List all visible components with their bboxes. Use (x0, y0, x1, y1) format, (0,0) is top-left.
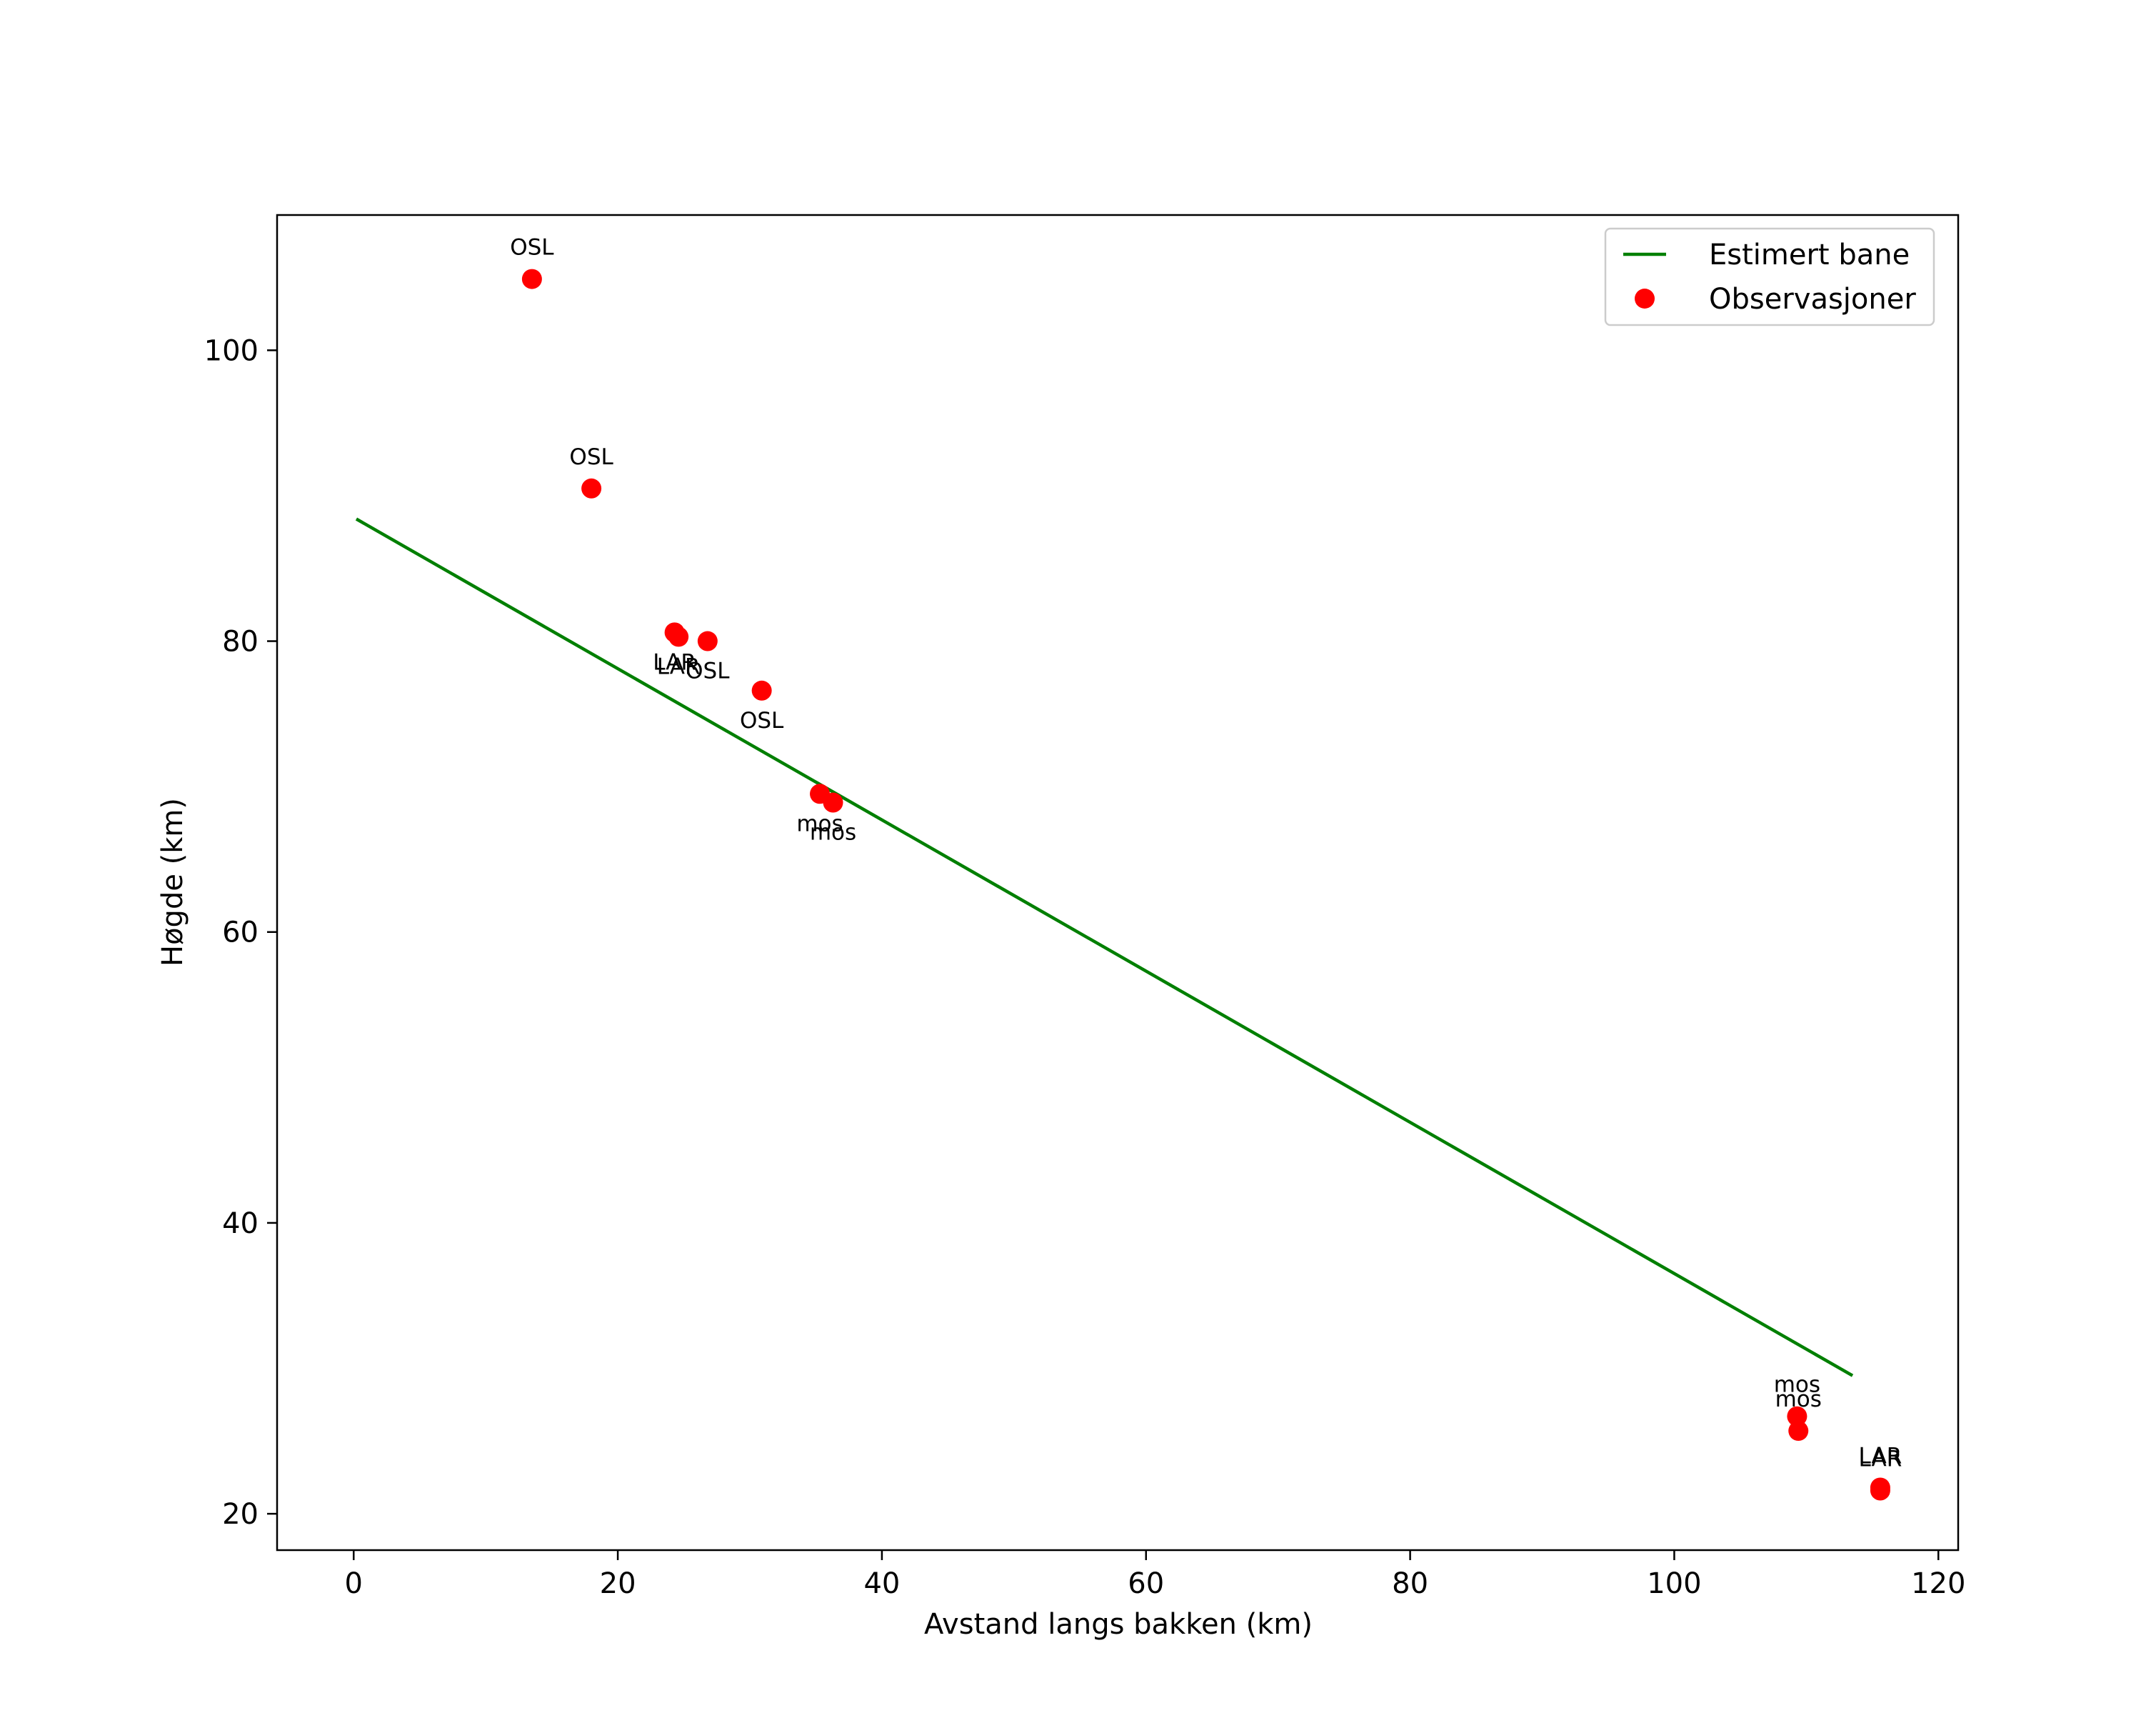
observation-point (521, 269, 542, 289)
observation-label: OSL (510, 235, 554, 261)
observation-point (751, 680, 772, 701)
observation-label: LAR (653, 649, 696, 675)
observation-point (1787, 1406, 1807, 1427)
y-axis: 20 40 60 80 100 (204, 334, 277, 1531)
y-tick-label: 20 (222, 1498, 259, 1531)
observation-label: mos (1774, 1372, 1820, 1398)
observation-label: LAR (1859, 1447, 1902, 1472)
legend-label-line: Estimert bane (1709, 239, 1910, 271)
y-tick-label: 60 (222, 917, 259, 949)
x-tick-label: 80 (1392, 1567, 1428, 1600)
x-tick-label: 60 (1128, 1567, 1164, 1600)
estimated-trajectory-line (355, 517, 1854, 1377)
observation-point (697, 631, 718, 651)
observation-point (668, 626, 689, 647)
legend-box (1604, 227, 1935, 326)
observation-point (1788, 1421, 1809, 1442)
legend-point-swatch (1635, 289, 1655, 309)
plot-frame (276, 214, 1960, 1552)
x-tick-label: 120 (1911, 1567, 1965, 1600)
observation-label: mos (796, 811, 843, 836)
x-axis-title: Avstand langs bakken (km) (924, 1608, 1313, 1641)
observation-point (823, 792, 843, 813)
y-axis-title: Høgde (km) (156, 798, 189, 967)
legend-label-points: Observasjoner (1709, 283, 1916, 316)
y-tick-label: 40 (222, 1207, 259, 1240)
y-tick-label: 80 (222, 626, 259, 659)
x-tick-label: 20 (600, 1567, 636, 1600)
observation-label: OSL (686, 659, 730, 684)
x-tick-label: 100 (1647, 1567, 1701, 1600)
observation-label: mos (1775, 1387, 1822, 1412)
observation-point (581, 478, 602, 499)
x-tick-label: 40 (863, 1567, 900, 1600)
x-tick-label: 0 (345, 1567, 363, 1600)
observation-label: mos (810, 820, 856, 846)
observation-label: LAR (657, 654, 701, 679)
y-tick-label: 100 (204, 334, 259, 367)
x-axis: 0 20 40 60 80 100 120 (345, 1550, 1965, 1600)
observation-point (1870, 1480, 1890, 1501)
observation-label: LAR (1859, 1443, 1902, 1469)
legend: Estimert bane Observasjoner (1604, 227, 1935, 326)
observation-label: OSL (569, 444, 613, 470)
observation-label: OSL (740, 708, 784, 734)
